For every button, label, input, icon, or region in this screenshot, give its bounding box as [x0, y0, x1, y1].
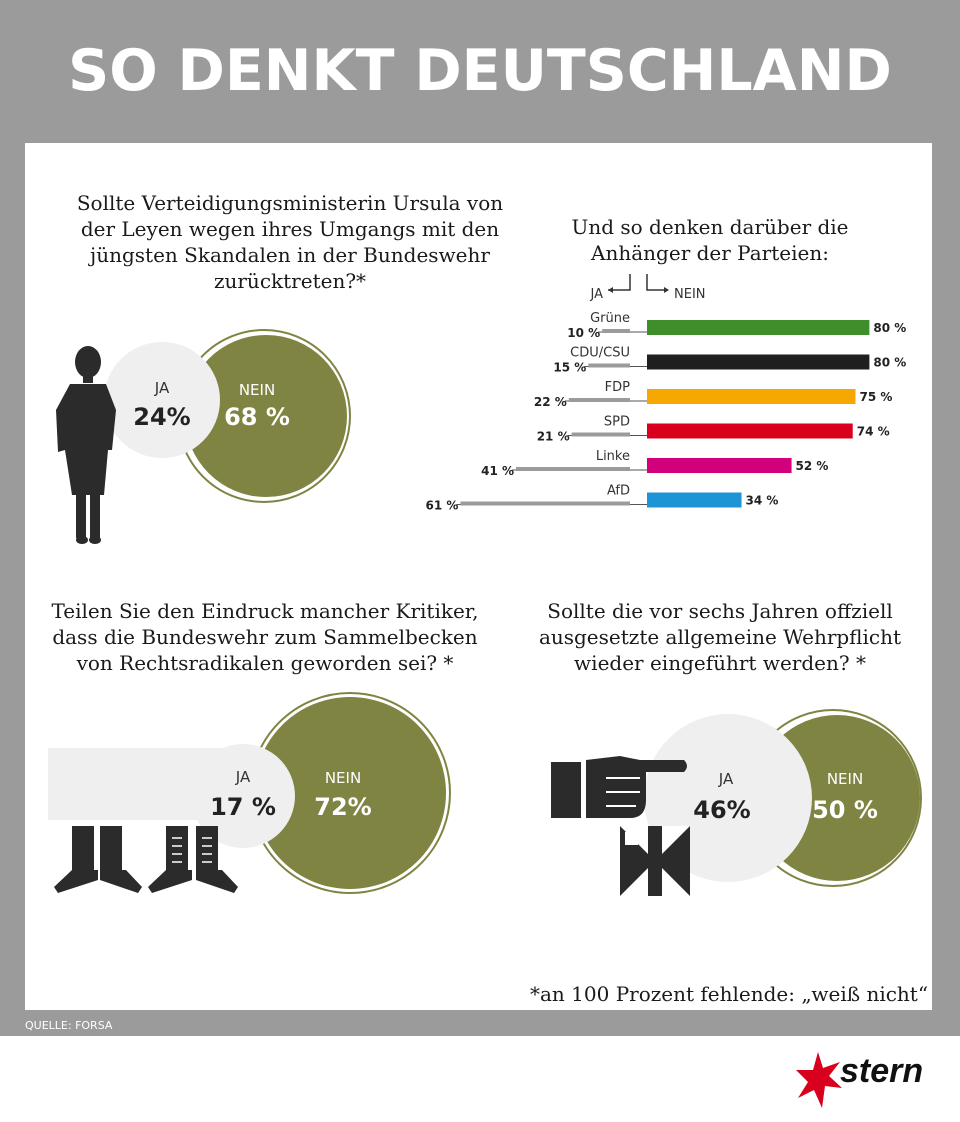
nein-bar-1: [647, 354, 870, 370]
nein-bar-0: [647, 320, 870, 335]
ja-bar-2: [568, 398, 630, 402]
ja-arrowhead-icon: [608, 287, 613, 293]
party-label-4: Linke: [596, 449, 630, 464]
nein-value-1: 68 %: [224, 403, 290, 431]
woman-silhouette-icon: [56, 346, 116, 544]
ja-label-1: JA: [154, 379, 170, 397]
nein-bar-value-1: 80 %: [873, 356, 906, 370]
nein-bar-5: [647, 492, 742, 508]
ja-label-3: JA: [718, 770, 734, 788]
hand-fingers: [606, 777, 640, 807]
ja-label-2: JA: [235, 768, 251, 786]
nein-circle-2: [254, 697, 446, 889]
ja-axis-label: JA: [590, 287, 604, 302]
nein-bar-3: [647, 423, 853, 439]
nein-label-3: NEIN: [827, 770, 863, 788]
ja-value-2: 17 %: [210, 793, 276, 821]
footnote: *an 100 Prozent fehlende: „weiß nicht“: [530, 982, 929, 1006]
question-1: Sollte Verteidigungsministerin Ursula vo…: [76, 191, 504, 293]
ja-arrow-icon: [608, 274, 631, 291]
stern-star-logo-icon: [796, 1052, 842, 1108]
ja-bar-value-5: 61 %: [426, 499, 459, 513]
nein-bar-value-0: 80 %: [873, 321, 906, 335]
question-2: Teilen Sie den Eindruck mancher Kritiker…: [51, 599, 479, 675]
nein-bar-2: [647, 389, 856, 404]
nein-circle-1: [185, 335, 347, 497]
ja-bar-value-4: 41 %: [481, 464, 514, 478]
page-title: SO DENKT DEUTSCHLAND: [68, 38, 892, 104]
ja-bar-4: [516, 467, 630, 471]
nein-arrowhead-icon: [664, 287, 669, 293]
nein-bar-value-2: 75 %: [860, 390, 893, 404]
party-label-5: AfD: [607, 484, 630, 499]
nein-bar-4: [647, 458, 792, 473]
nein-value-2: 72%: [314, 793, 371, 821]
brand-name: stern: [840, 1052, 923, 1090]
party-label-0: Grüne: [590, 311, 630, 326]
boot-laces: [172, 837, 212, 863]
nein-bar-value-5: 34 %: [746, 494, 779, 508]
ja-value-3: 46%: [693, 796, 750, 824]
iron-cross-icon: [620, 826, 690, 896]
nein-axis-label: NEIN: [674, 287, 706, 302]
party-label-2: FDP: [605, 380, 630, 395]
boots-icon: [54, 826, 238, 893]
nein-value-3: 50 %: [812, 796, 878, 824]
nein-bar-value-4: 52 %: [796, 459, 829, 473]
party-label-1: CDU/CSU: [570, 346, 630, 361]
party-chart-title: Und so denken darüber die Anhänger der P…: [571, 215, 849, 265]
ja-circle-1: [104, 342, 220, 458]
source-label: QUELLE: FORSA: [25, 1019, 113, 1032]
stern-logo: stern: [796, 1052, 923, 1108]
ja-bar-value-2: 22 %: [534, 395, 567, 409]
ja-value-1: 24%: [133, 403, 190, 431]
ja-bar-5: [460, 501, 630, 506]
ja-bar-3: [571, 432, 630, 437]
ja-bar-value-0: 10 %: [567, 326, 600, 340]
pointing-hand-icon: [551, 756, 687, 818]
ja-bar-value-3: 21 %: [537, 430, 570, 444]
nein-bar-value-3: 74 %: [857, 425, 890, 439]
ja-bar-value-1: 15 %: [553, 361, 586, 375]
party-label-3: SPD: [604, 415, 630, 430]
ja-circle-2: [191, 744, 295, 848]
nein-arrow-icon: [646, 274, 668, 291]
nein-label-2: NEIN: [325, 769, 361, 787]
nein-label-1: NEIN: [239, 381, 275, 399]
ja-bar-1: [588, 363, 630, 368]
ja-bar-0: [602, 329, 630, 333]
question-3: Sollte die vor sechs Jahren offziell aus…: [538, 599, 902, 675]
